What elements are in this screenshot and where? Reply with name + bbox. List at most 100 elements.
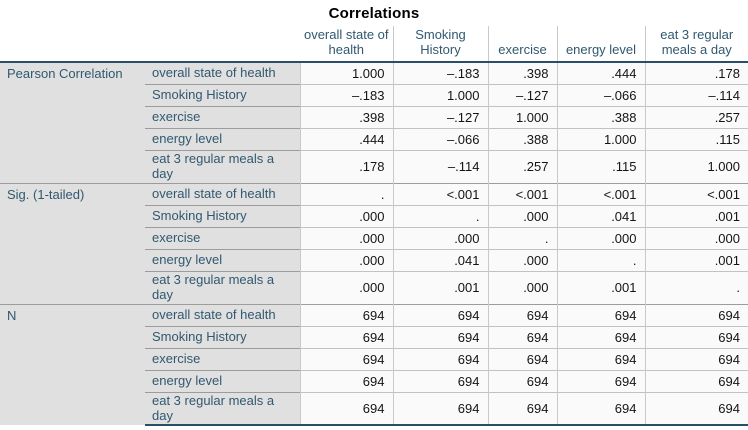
row-label: overall state of health bbox=[145, 182, 300, 206]
value-cell: 694 bbox=[644, 369, 748, 393]
value-cell: .000 bbox=[299, 248, 393, 272]
table-row: Smoking History .000 . .000 .041 .001 bbox=[0, 204, 748, 228]
row-label: Smoking History bbox=[145, 325, 300, 349]
sig-block: Sig. (1-tailed) overall state of health … bbox=[0, 182, 748, 305]
header-stub-spacer bbox=[0, 26, 300, 64]
table-row: Sig. (1-tailed) overall state of health … bbox=[0, 182, 748, 305]
row-label: exercise bbox=[145, 105, 300, 129]
table-row: energy level .000 .041 .000 . .001 bbox=[0, 248, 748, 272]
table-row: N overall state of health 694 694 694 69… bbox=[0, 303, 748, 426]
value-cell: 694 bbox=[556, 391, 645, 427]
table-row: exercise .000 .000 . .000 .000 bbox=[0, 226, 748, 250]
value-cell: –.183 bbox=[392, 62, 488, 85]
value-cell: . bbox=[644, 270, 748, 305]
row-label: overall state of health bbox=[145, 303, 300, 327]
row-group-label: Sig. (1-tailed) bbox=[0, 182, 145, 305]
value-cell: 694 bbox=[299, 303, 393, 327]
table-row: Smoking History –.183 1.000 –.127 –.066 … bbox=[0, 83, 748, 107]
value-cell: 694 bbox=[487, 369, 557, 393]
row-label: eat 3 regular meals a day bbox=[145, 391, 300, 427]
value-cell: 694 bbox=[299, 347, 393, 371]
value-cell: 694 bbox=[556, 303, 645, 327]
value-cell: .041 bbox=[392, 248, 488, 272]
value-cell: 694 bbox=[556, 369, 645, 393]
value-cell: –.127 bbox=[487, 83, 557, 107]
value-cell: .000 bbox=[487, 270, 557, 305]
value-cell: 694 bbox=[644, 347, 748, 371]
value-cell: <.001 bbox=[487, 182, 557, 206]
table-row: exercise 694 694 694 694 694 bbox=[0, 347, 748, 371]
value-cell: –.066 bbox=[392, 127, 488, 151]
value-cell: 694 bbox=[644, 325, 748, 349]
table-row: eat 3 regular meals a day .000 .001 .000… bbox=[0, 270, 748, 305]
value-cell: <.001 bbox=[644, 182, 748, 206]
value-cell: 694 bbox=[299, 369, 393, 393]
value-cell: .001 bbox=[644, 248, 748, 272]
table-row: eat 3 regular meals a day .178 –.114 .25… bbox=[0, 149, 748, 184]
value-cell: .257 bbox=[487, 149, 557, 184]
value-cell: 1.000 bbox=[392, 83, 488, 107]
value-cell: 694 bbox=[487, 303, 557, 327]
value-cell: –.066 bbox=[556, 83, 645, 107]
row-group-label: N bbox=[0, 303, 145, 426]
value-cell: –.127 bbox=[392, 105, 488, 129]
value-cell: .178 bbox=[644, 62, 748, 85]
value-cell: 694 bbox=[644, 391, 748, 427]
value-cell: –.114 bbox=[392, 149, 488, 184]
row-label: energy level bbox=[145, 248, 300, 272]
value-cell: .041 bbox=[556, 204, 645, 228]
value-cell: 694 bbox=[392, 325, 488, 349]
value-cell: .000 bbox=[299, 226, 393, 250]
value-cell: .388 bbox=[556, 105, 645, 129]
value-cell: .000 bbox=[556, 226, 645, 250]
value-cell: .000 bbox=[299, 270, 393, 305]
value-cell: .000 bbox=[487, 248, 557, 272]
table-row: energy level 694 694 694 694 694 bbox=[0, 369, 748, 393]
value-cell: 694 bbox=[392, 303, 488, 327]
value-cell: .178 bbox=[299, 149, 393, 184]
value-cell: 694 bbox=[556, 325, 645, 349]
col-header: overall state of health bbox=[300, 26, 393, 64]
value-cell: .000 bbox=[644, 226, 748, 250]
value-cell: .001 bbox=[392, 270, 488, 305]
value-cell: .115 bbox=[556, 149, 645, 184]
pearson-block: Pearson Correlation overall state of hea… bbox=[0, 62, 748, 184]
value-cell: . bbox=[487, 226, 557, 250]
value-cell: 1.000 bbox=[487, 105, 557, 129]
value-cell: –.114 bbox=[644, 83, 748, 107]
row-label: eat 3 regular meals a day bbox=[145, 149, 300, 184]
value-cell: .000 bbox=[392, 226, 488, 250]
n-block: N overall state of health 694 694 694 69… bbox=[0, 303, 748, 427]
row-label: Smoking History bbox=[145, 204, 300, 228]
value-cell: –.183 bbox=[299, 83, 393, 107]
value-cell: <.001 bbox=[556, 182, 645, 206]
table-row: exercise .398 –.127 1.000 .388 .257 bbox=[0, 105, 748, 129]
value-cell: .398 bbox=[299, 105, 393, 129]
value-cell: 694 bbox=[299, 391, 393, 427]
row-label: Smoking History bbox=[145, 83, 300, 107]
value-cell: 694 bbox=[644, 303, 748, 327]
value-cell: 694 bbox=[556, 347, 645, 371]
value-cell: .001 bbox=[644, 204, 748, 228]
value-cell: <.001 bbox=[392, 182, 488, 206]
row-label: exercise bbox=[145, 226, 300, 250]
row-label: exercise bbox=[145, 347, 300, 371]
value-cell: 694 bbox=[392, 347, 488, 371]
value-cell: .000 bbox=[299, 204, 393, 228]
value-cell: . bbox=[392, 204, 488, 228]
value-cell: 694 bbox=[487, 347, 557, 371]
value-cell: 1.000 bbox=[556, 127, 645, 151]
value-cell: 694 bbox=[392, 391, 488, 427]
value-cell: .444 bbox=[556, 62, 645, 85]
value-cell: 694 bbox=[487, 325, 557, 349]
value-cell: 694 bbox=[299, 325, 393, 349]
table-row: Pearson Correlation overall state of hea… bbox=[0, 62, 748, 184]
table-row: energy level .444 –.066 .388 1.000 .115 bbox=[0, 127, 748, 151]
col-header: Smoking History bbox=[392, 26, 488, 64]
row-label: energy level bbox=[145, 369, 300, 393]
value-cell: .257 bbox=[644, 105, 748, 129]
value-cell: 1.000 bbox=[299, 62, 393, 85]
col-header: exercise bbox=[487, 26, 557, 64]
correlations-table: overall state of health Smoking History … bbox=[0, 26, 748, 427]
